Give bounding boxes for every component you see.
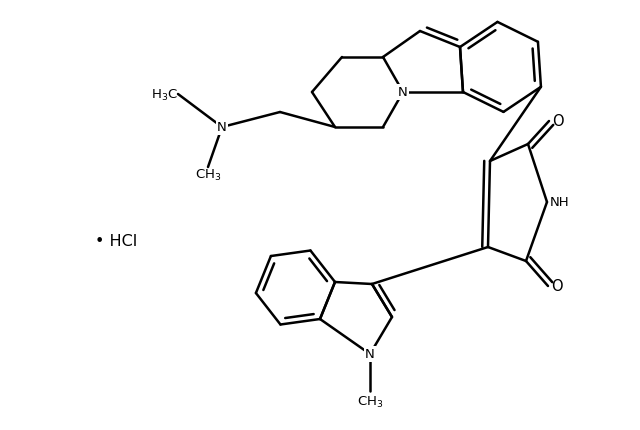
Text: N: N (365, 348, 375, 361)
Text: NH: NH (550, 196, 570, 209)
Text: N: N (217, 121, 227, 134)
Text: O: O (552, 114, 564, 129)
Text: O: O (551, 279, 563, 294)
Text: CH$_3$: CH$_3$ (195, 168, 221, 183)
Text: CH$_3$: CH$_3$ (356, 394, 383, 409)
Text: H$_3$C: H$_3$C (151, 87, 178, 102)
Text: • HCl: • HCl (95, 234, 137, 249)
Text: N: N (398, 86, 408, 99)
